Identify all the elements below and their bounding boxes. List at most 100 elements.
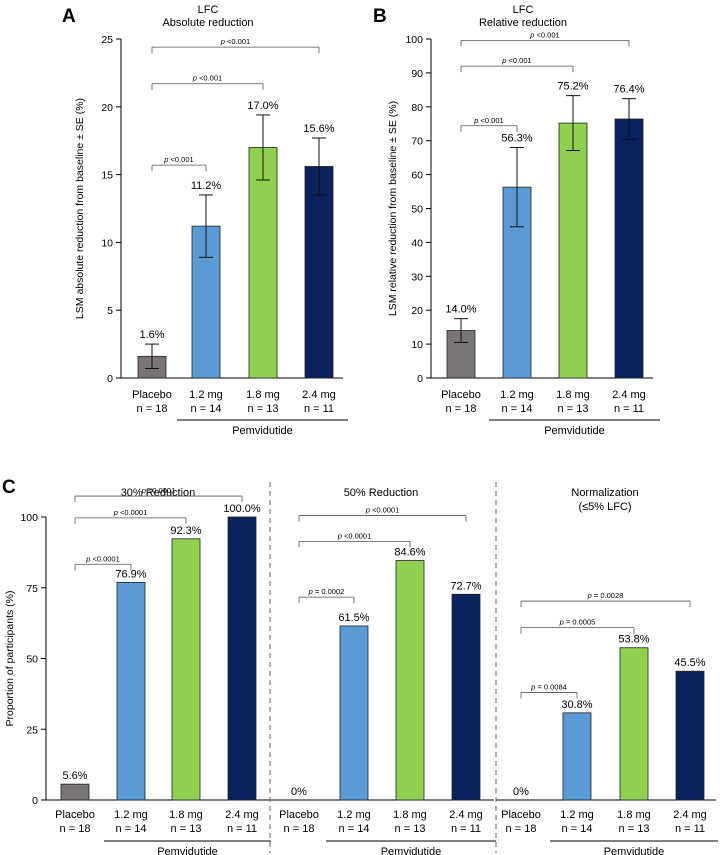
y-tick-label: 60 bbox=[411, 170, 423, 182]
p-value-label: p <0.001 bbox=[529, 30, 559, 39]
x-tick-label: 1.2 mg bbox=[560, 809, 594, 821]
comparison-bracket: p <0.0001 bbox=[74, 554, 132, 571]
n-label: n = 14 bbox=[502, 403, 533, 415]
group-label: Pemvidutide bbox=[232, 425, 293, 437]
x-tick-label: Placebo bbox=[55, 809, 95, 821]
p-value-label: p <0.0001 bbox=[337, 531, 372, 540]
y-tick-label: 40 bbox=[411, 237, 423, 249]
y-axis-label: Proportion of participants (%) bbox=[4, 591, 16, 727]
x-tick-label: 2.4 mg bbox=[302, 389, 336, 401]
value-label: 5.6% bbox=[62, 770, 87, 782]
n-label: n = 11 bbox=[675, 823, 705, 835]
n-label: n = 18 bbox=[506, 823, 537, 835]
p-value-label: p <0.0001 bbox=[141, 486, 176, 495]
p-value-label: p = 0.0028 bbox=[587, 591, 624, 600]
bar-2-4-mg bbox=[675, 670, 705, 801]
comparison-bracket: p <0.001 bbox=[460, 116, 518, 132]
value-label: 100.0% bbox=[223, 503, 261, 515]
n-label: n = 18 bbox=[284, 823, 315, 835]
p-value-label: p <0.0001 bbox=[113, 508, 148, 517]
comparison-bracket: p <0.0001 bbox=[74, 486, 243, 503]
x-tick-label: 1.2 mg bbox=[114, 809, 148, 821]
y-tick-label: 20 bbox=[101, 102, 113, 114]
n-label: n = 14 bbox=[339, 823, 370, 835]
value-label: 61.5% bbox=[338, 612, 369, 624]
y-axis-label: LSM absolute reduction from baseline ± S… bbox=[74, 98, 86, 319]
comparison-bracket: p = 0.0002 bbox=[298, 587, 355, 604]
x-tick-label: Placebo bbox=[441, 389, 481, 401]
value-label: 75.2% bbox=[557, 81, 588, 93]
p-value-label: p = 0.0005 bbox=[559, 618, 596, 627]
bar-2-4-mg bbox=[304, 166, 334, 379]
y-axis-label: LSM relative reduction from baseline ± S… bbox=[387, 101, 399, 316]
n-label: n = 11 bbox=[304, 403, 334, 415]
value-label: 53.8% bbox=[618, 634, 649, 646]
comparison-bracket: p <0.001 bbox=[460, 56, 574, 73]
group-label: Pemvidutide bbox=[381, 846, 442, 855]
x-tick-label: 1.8 mg bbox=[393, 809, 427, 821]
value-label: 15.6% bbox=[303, 123, 334, 135]
n-label: n = 18 bbox=[60, 823, 91, 835]
y-tick-label: 0 bbox=[32, 795, 38, 807]
value-label: 0% bbox=[291, 786, 307, 798]
y-tick-label: 50 bbox=[411, 204, 423, 216]
y-tick-label: 80 bbox=[411, 102, 423, 114]
n-label: n = 13 bbox=[558, 403, 589, 415]
p-value-label: p = 0.0002 bbox=[308, 587, 345, 596]
bar-placebo bbox=[60, 783, 90, 801]
bar-1-2-mg bbox=[562, 712, 592, 801]
y-tick-label: 90 bbox=[411, 68, 423, 80]
panel-c2: 50% Reduction 0% Placebo n = 18 61.5% 1.2 mg n… bbox=[270, 487, 496, 855]
y-tick-label: 5 bbox=[107, 305, 113, 317]
n-label: n = 18 bbox=[446, 403, 477, 415]
y-tick-label: 10 bbox=[101, 237, 113, 249]
x-tick-label: 1.8 mg bbox=[169, 809, 203, 821]
p-value-label: p <0.001 bbox=[163, 155, 193, 164]
y-tick-label: 0 bbox=[107, 373, 113, 385]
comparison-bracket: p = 0.0005 bbox=[520, 618, 635, 634]
x-tick-label: 2.4 mg bbox=[673, 809, 707, 821]
x-tick-label: 2.4 mg bbox=[225, 809, 259, 821]
y-tick-label: 0 bbox=[417, 373, 423, 385]
n-label: n = 14 bbox=[191, 403, 222, 415]
chart-title: 50% Reduction bbox=[344, 487, 419, 499]
p-value-label: p <0.001 bbox=[473, 116, 503, 125]
comparison-bracket: p <0.001 bbox=[151, 37, 320, 54]
n-label: n = 13 bbox=[619, 823, 650, 835]
value-label: 56.3% bbox=[501, 132, 532, 144]
n-label: n = 11 bbox=[451, 823, 481, 835]
value-label: 0% bbox=[513, 786, 529, 798]
p-value-label: p <0.001 bbox=[220, 37, 250, 46]
x-tick-label: 1.8 mg bbox=[617, 809, 651, 821]
value-label: 11.2% bbox=[191, 180, 222, 192]
panel-c3: Normalization (≤5% LFC) 0% Placebo n = 18 30.… bbox=[496, 487, 718, 855]
y-tick-label: 20 bbox=[411, 305, 423, 317]
panel-letter: C bbox=[2, 477, 16, 498]
value-label: 92.3% bbox=[170, 525, 201, 537]
n-label: n = 11 bbox=[227, 823, 257, 835]
x-tick-label: 1.8 mg bbox=[556, 389, 590, 401]
comparison-bracket: p <0.001 bbox=[151, 155, 207, 172]
bar-2-4-mg bbox=[227, 516, 257, 801]
x-tick-label: 2.4 mg bbox=[449, 809, 483, 821]
value-label: 30.8% bbox=[561, 699, 592, 711]
group-label: Pemvidutide bbox=[604, 846, 665, 855]
p-value-label: p <0.0001 bbox=[365, 506, 400, 515]
bar-1-8-mg bbox=[558, 122, 588, 379]
chart-subtitle: (≤5% LFC) bbox=[578, 501, 631, 513]
y-tick-label: 25 bbox=[26, 724, 38, 736]
p-value-label: p <0.001 bbox=[192, 74, 222, 83]
p-value-label: p <0.0001 bbox=[85, 554, 120, 563]
x-tick-label: 1.2 mg bbox=[500, 389, 534, 401]
x-tick-label: 2.4 mg bbox=[612, 389, 646, 401]
comparison-bracket: p <0.0001 bbox=[74, 508, 187, 524]
y-tick-label: 100 bbox=[405, 34, 423, 46]
bar-2-4-mg bbox=[614, 118, 644, 379]
n-label: n = 13 bbox=[248, 403, 279, 415]
n-label: n = 14 bbox=[116, 823, 147, 835]
n-label: n = 11 bbox=[614, 403, 644, 415]
x-tick-label: 1.2 mg bbox=[189, 389, 223, 401]
y-tick-label: 100 bbox=[20, 512, 38, 524]
